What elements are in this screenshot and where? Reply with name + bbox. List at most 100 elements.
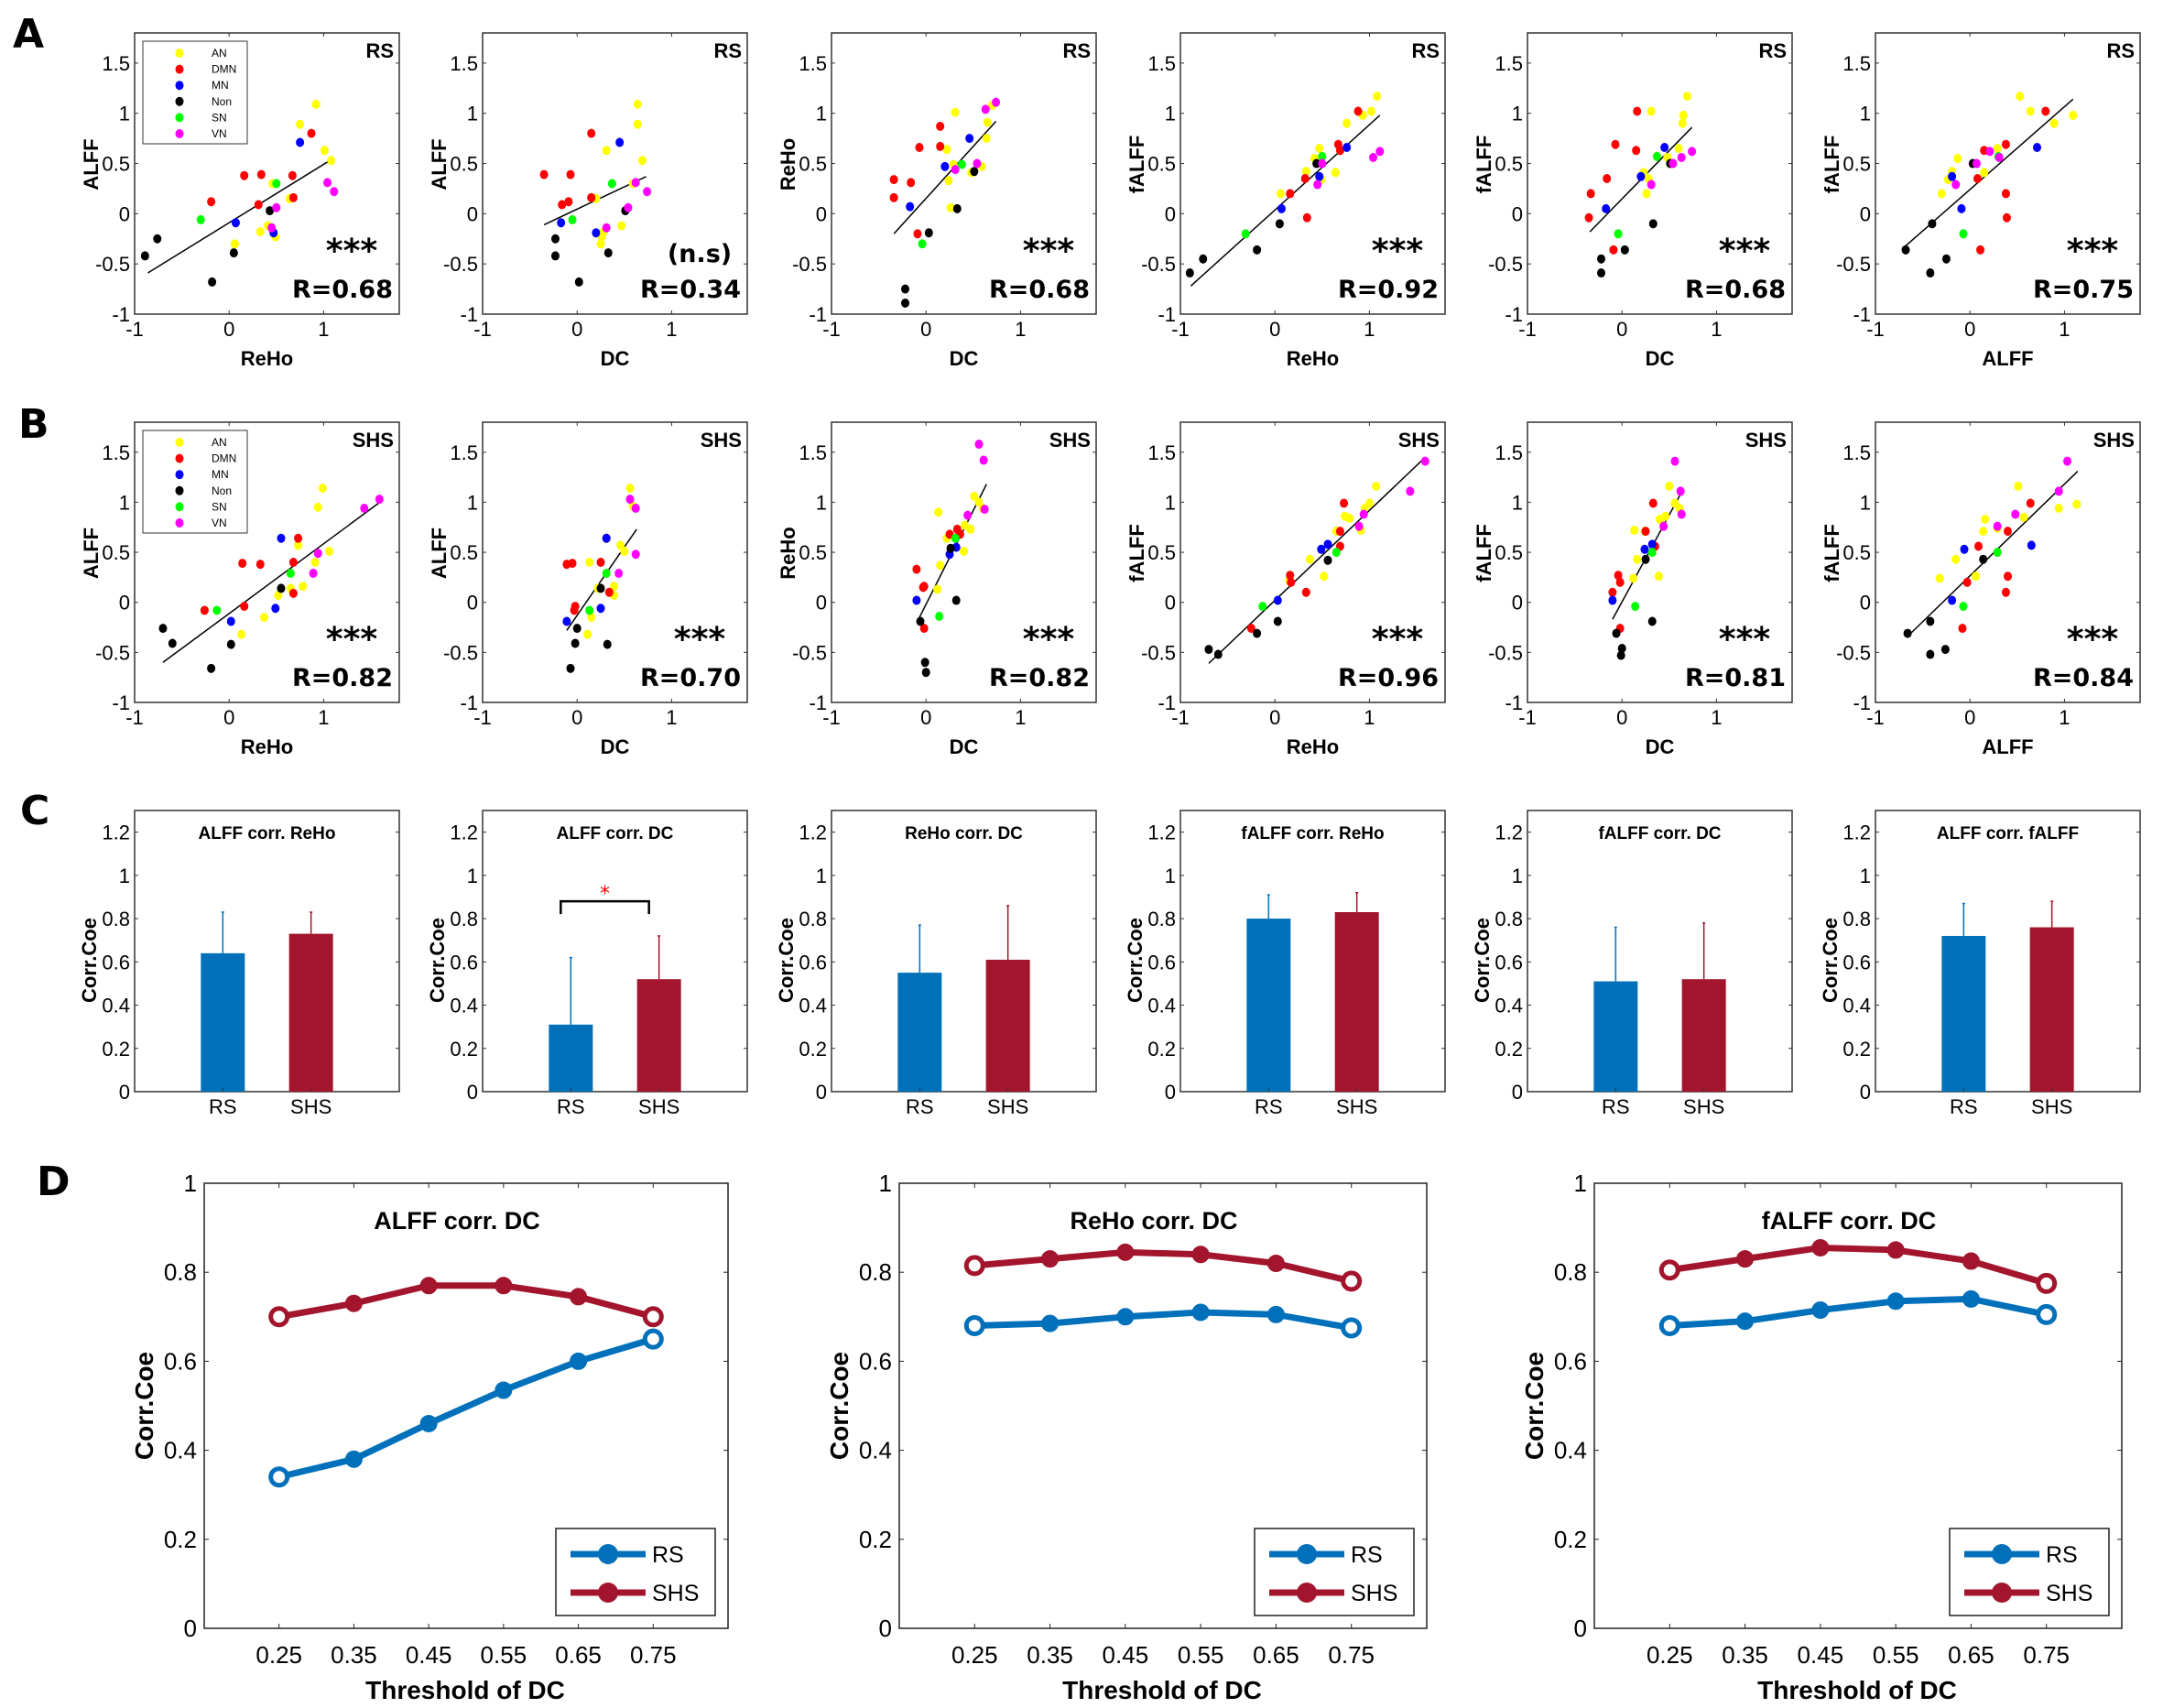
data-point-an bbox=[1674, 144, 1683, 154]
x-tick-label: RS bbox=[1950, 1095, 1978, 1118]
legend-label-mn: MN bbox=[212, 468, 229, 481]
data-point-dmn bbox=[1976, 245, 1985, 255]
x-tick-label: 1 bbox=[1711, 318, 1722, 341]
y-tick-label: 0.8 bbox=[1147, 908, 1176, 930]
data-point-mn bbox=[2032, 142, 2041, 152]
data-point-an bbox=[970, 491, 979, 501]
x-axis-label: DC bbox=[1646, 347, 1675, 370]
legend-marker-rs bbox=[1992, 1544, 2012, 1564]
panel-letter-b: B bbox=[18, 401, 49, 448]
data-point-non bbox=[168, 638, 177, 648]
bar-rs bbox=[1246, 919, 1291, 1092]
bar-rs bbox=[549, 1024, 593, 1092]
chart-a1: -1 -0.5 0 0.5 1 1.5 -1 0 1 ReHo ALFF RS *** R=0.68 AN D… bbox=[80, 32, 400, 370]
x-tick-label: -1 bbox=[822, 706, 841, 729]
y-tick-label: 0.4 bbox=[799, 995, 827, 1017]
data-point-sn bbox=[1993, 548, 2002, 558]
data-point-rs bbox=[1886, 1292, 1905, 1311]
legend-marker-shs bbox=[598, 1583, 618, 1603]
y-tick-label: 0.6 bbox=[102, 951, 130, 974]
data-point-mn bbox=[1636, 171, 1646, 181]
x-tick-label: 1 bbox=[666, 706, 677, 729]
data-point-non bbox=[572, 624, 582, 634]
legend-label-sn: SN bbox=[212, 111, 227, 124]
y-tick-label: 0.4 bbox=[164, 1437, 197, 1464]
data-point-an bbox=[1642, 189, 1651, 199]
data-point-dmn bbox=[255, 560, 265, 570]
legend-marker-vn bbox=[175, 129, 184, 138]
data-point-sn bbox=[196, 214, 205, 224]
legend-marker-dmn bbox=[175, 64, 184, 74]
r-value-label: R=0.96 bbox=[1338, 664, 1439, 692]
data-point-dmn bbox=[2001, 587, 2010, 597]
data-point-non bbox=[603, 248, 613, 258]
chart-b6: -1 -0.5 0 0.5 1 1.5 -1 0 1 ALFF fALFF SHS *** R=0.84 bbox=[1821, 421, 2141, 758]
data-point-dmn bbox=[1603, 173, 1612, 183]
data-point-an bbox=[1953, 154, 1962, 164]
data-point-an bbox=[2054, 503, 2063, 513]
y-axis-label: fALFF bbox=[1821, 136, 1843, 194]
x-tick-label: 0 bbox=[1616, 318, 1627, 341]
data-point-non bbox=[596, 583, 605, 593]
data-point-an bbox=[2019, 512, 2028, 522]
data-point-dmn bbox=[913, 229, 922, 239]
data-point-shs bbox=[1041, 1250, 1060, 1268]
condition-label: SHS bbox=[1745, 429, 1787, 451]
data-point-non bbox=[226, 639, 235, 649]
data-point-mn bbox=[912, 595, 921, 605]
data-point-sn bbox=[1614, 229, 1623, 239]
y-tick-label: 1 bbox=[816, 491, 827, 514]
y-tick-label: 1 bbox=[467, 491, 478, 514]
data-point-shs bbox=[1962, 1252, 1980, 1270]
legend-marker-sn bbox=[175, 113, 184, 123]
data-point-dmn bbox=[1340, 498, 1349, 508]
y-tick-label: -1 bbox=[1158, 691, 1176, 714]
legend-box bbox=[142, 430, 248, 534]
data-point-non bbox=[1941, 254, 1951, 264]
data-point-an bbox=[944, 176, 953, 186]
data-point-rs bbox=[1658, 1315, 1680, 1337]
data-point-an bbox=[1305, 554, 1314, 564]
y-tick-label: 0.5 bbox=[1147, 153, 1176, 176]
data-point-vn bbox=[1985, 147, 1995, 157]
plot-area bbox=[1527, 32, 1793, 315]
data-point-dmn bbox=[889, 175, 898, 185]
x-tick-label: RS bbox=[1255, 1095, 1283, 1118]
r-value-label: R=0.70 bbox=[640, 664, 741, 692]
data-point-mn bbox=[615, 137, 625, 147]
data-point-vn bbox=[309, 569, 318, 579]
data-point-an bbox=[1993, 144, 2002, 154]
y-tick-label: 0.6 bbox=[1147, 951, 1176, 974]
data-point-non bbox=[1928, 219, 1937, 229]
x-tick-label: 0 bbox=[223, 706, 234, 729]
y-tick-label: 0.8 bbox=[799, 908, 827, 930]
data-point-dmn bbox=[1586, 189, 1595, 199]
data-point-non bbox=[952, 203, 962, 213]
data-point-an bbox=[2026, 106, 2035, 116]
x-tick-label: SHS bbox=[987, 1095, 1028, 1118]
data-point-dmn bbox=[889, 192, 898, 202]
chart-c6: 0 0.2 0.4 0.6 0.8 1 1.2 ALFF corr. fALFF Corr.Co… bbox=[1819, 810, 2141, 1118]
data-point-rs bbox=[1341, 1317, 1363, 1339]
data-point-rs bbox=[344, 1450, 363, 1468]
data-point-non bbox=[266, 206, 275, 216]
condition-label: SHS bbox=[1049, 429, 1091, 451]
plot-area bbox=[1875, 421, 2141, 703]
chart-b5: -1 -0.5 0 0.5 1 1.5 -1 0 1 DC fALFF SHS *** R=0.81 bbox=[1473, 421, 1793, 758]
y-axis-label: fALFF bbox=[1473, 524, 1495, 582]
data-point-sn bbox=[602, 569, 611, 579]
y-tick-label: -0.5 bbox=[792, 253, 827, 276]
data-point-sn bbox=[1652, 151, 1661, 161]
data-point-mn bbox=[277, 533, 286, 543]
data-point-sn bbox=[951, 533, 960, 543]
data-point-non bbox=[1204, 645, 1213, 655]
x-axis-label: DC bbox=[601, 347, 630, 370]
data-point-vn bbox=[981, 104, 990, 114]
x-tick-label: 0.55 bbox=[1873, 1641, 1919, 1669]
data-point-sn bbox=[1647, 548, 1657, 558]
significance-label: *** bbox=[1719, 621, 1771, 658]
x-axis-label: ALFF bbox=[1982, 347, 2033, 370]
legend-label-rs: RS bbox=[1351, 1542, 1383, 1568]
data-point-dmn bbox=[2004, 527, 2012, 537]
x-tick-label: 0.35 bbox=[1722, 1641, 1768, 1669]
